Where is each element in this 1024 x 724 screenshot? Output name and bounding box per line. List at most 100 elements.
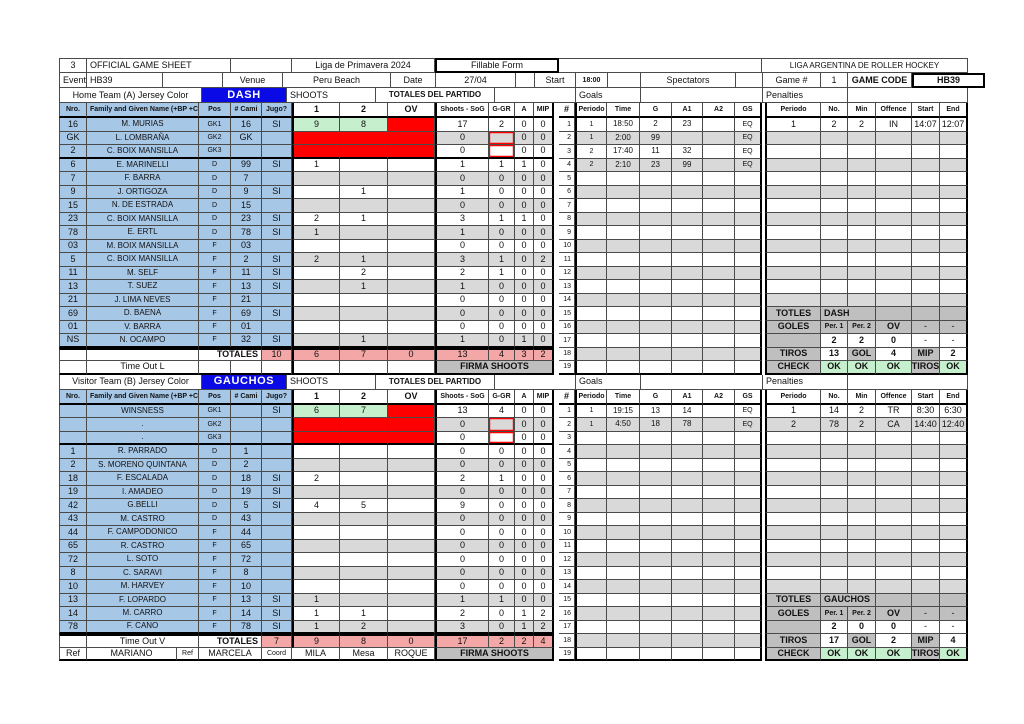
penalty-period[interactable] — [765, 212, 821, 226]
goal-time[interactable] — [607, 361, 640, 375]
shots-period1[interactable]: 1 — [292, 607, 340, 621]
goal-scorer[interactable] — [640, 472, 672, 486]
stat-mip[interactable]: 0 — [534, 445, 554, 459]
penalty-end[interactable] — [940, 431, 968, 445]
stat-sog[interactable]: 9 — [435, 499, 489, 513]
goal-period[interactable] — [575, 431, 607, 445]
penalty-period[interactable] — [765, 199, 821, 213]
player-played[interactable]: SI — [262, 212, 292, 226]
player-name[interactable]: F. CAMPODONICO — [87, 526, 199, 540]
stat-sog[interactable]: 1 — [435, 280, 489, 294]
penalty-period[interactable] — [765, 145, 821, 159]
penalty-offence[interactable] — [876, 431, 912, 445]
goal-assist1[interactable] — [672, 226, 703, 240]
penalty-start[interactable] — [912, 158, 940, 172]
goal-period[interactable] — [575, 472, 607, 486]
goal-situation[interactable] — [735, 553, 762, 567]
stat-mip[interactable]: 0 — [534, 526, 554, 540]
goal-scorer[interactable] — [640, 445, 672, 459]
stat-sog[interactable]: 0 — [435, 307, 489, 321]
player-name[interactable]: F. LOPARDO — [87, 593, 199, 607]
shots-period1[interactable] — [292, 512, 340, 526]
player-nro[interactable]: 8 — [59, 566, 87, 580]
goal-assist1[interactable] — [672, 361, 703, 375]
player-played[interactable]: SI — [262, 226, 292, 240]
player-nro[interactable]: 44 — [59, 526, 87, 540]
penalty-number[interactable] — [821, 431, 848, 445]
goal-time[interactable] — [607, 607, 640, 621]
stat-assists[interactable]: 0 — [515, 499, 534, 513]
goal-time[interactable] — [607, 307, 640, 321]
player-name[interactable]: M. SELF — [87, 266, 199, 280]
player-name[interactable]: . — [87, 418, 199, 432]
player-name[interactable]: M. MURIAS — [87, 118, 199, 132]
penalty-period[interactable] — [765, 239, 821, 253]
penalty-minutes[interactable] — [848, 239, 876, 253]
goal-assist2[interactable] — [703, 334, 735, 348]
goal-scorer[interactable] — [640, 307, 672, 321]
stat-sog[interactable]: 0 — [435, 145, 489, 159]
goal-assist2[interactable] — [703, 418, 735, 432]
penalty-start[interactable]: 14:07 — [912, 118, 940, 132]
penalty-period[interactable] — [765, 280, 821, 294]
stat-goals[interactable]: 0 — [489, 334, 515, 348]
goal-situation[interactable] — [735, 347, 762, 361]
penalty-number[interactable] — [821, 472, 848, 486]
goal-situation[interactable] — [735, 485, 762, 499]
goal-time[interactable] — [607, 620, 640, 634]
player-played[interactable] — [262, 431, 292, 445]
player-nro[interactable]: 5 — [59, 253, 87, 267]
penalty-period[interactable] — [765, 253, 821, 267]
player-pos[interactable]: F — [199, 580, 231, 594]
goal-assist1[interactable] — [672, 199, 703, 213]
player-pos[interactable]: D — [199, 172, 231, 186]
goal-period[interactable] — [575, 320, 607, 334]
penalty-number[interactable] — [821, 553, 848, 567]
shots-overtime[interactable] — [388, 212, 435, 226]
shots-overtime[interactable] — [388, 512, 435, 526]
stat-mip[interactable]: 2 — [534, 607, 554, 621]
player-nro[interactable]: 14 — [59, 607, 87, 621]
player-name[interactable]: S. MORENO QUINTANA — [87, 458, 199, 472]
stat-assists[interactable]: 0 — [515, 431, 534, 445]
player-jersey[interactable]: 69 — [231, 307, 262, 321]
shots-overtime[interactable] — [388, 118, 435, 132]
penalty-period[interactable] — [765, 526, 821, 540]
player-played[interactable]: SI — [262, 499, 292, 513]
penalty-period[interactable] — [765, 458, 821, 472]
player-nro[interactable]: 11 — [59, 266, 87, 280]
stat-goals[interactable]: 0 — [489, 293, 515, 307]
player-nro[interactable]: NS — [59, 334, 87, 348]
player-nro[interactable]: 19 — [59, 485, 87, 499]
goal-period[interactable]: 2 — [575, 158, 607, 172]
player-jersey[interactable]: GK — [231, 131, 262, 145]
goal-assist2[interactable] — [703, 307, 735, 321]
goal-assist1[interactable] — [672, 347, 703, 361]
shots-overtime[interactable] — [388, 239, 435, 253]
player-pos[interactable]: D — [199, 458, 231, 472]
penalty-offence[interactable] — [876, 131, 912, 145]
shots-period2[interactable] — [340, 580, 388, 594]
player-jersey[interactable] — [231, 404, 262, 418]
player-pos[interactable]: F — [199, 334, 231, 348]
shots-period2[interactable] — [340, 293, 388, 307]
penalty-offence[interactable] — [876, 580, 912, 594]
penalty-end[interactable] — [940, 445, 968, 459]
goal-assist1[interactable] — [672, 172, 703, 186]
player-nro[interactable]: 7 — [59, 172, 87, 186]
player-jersey[interactable]: 2 — [231, 458, 262, 472]
shots-period1[interactable] — [292, 293, 340, 307]
goal-assist1[interactable]: 23 — [672, 118, 703, 132]
player-name[interactable]: D. BAENA — [87, 307, 199, 321]
goal-scorer[interactable]: 11 — [640, 145, 672, 159]
player-name[interactable]: M. CASTRO — [87, 512, 199, 526]
goal-scorer[interactable] — [640, 172, 672, 186]
shots-overtime[interactable] — [388, 280, 435, 294]
shots-overtime[interactable] — [388, 404, 435, 418]
penalty-number[interactable] — [821, 512, 848, 526]
player-played[interactable]: SI — [262, 607, 292, 621]
player-played[interactable] — [262, 131, 292, 145]
stat-goals[interactable]: 1 — [489, 472, 515, 486]
player-name[interactable]: E. ERTL — [87, 226, 199, 240]
goal-assist1[interactable]: 99 — [672, 158, 703, 172]
